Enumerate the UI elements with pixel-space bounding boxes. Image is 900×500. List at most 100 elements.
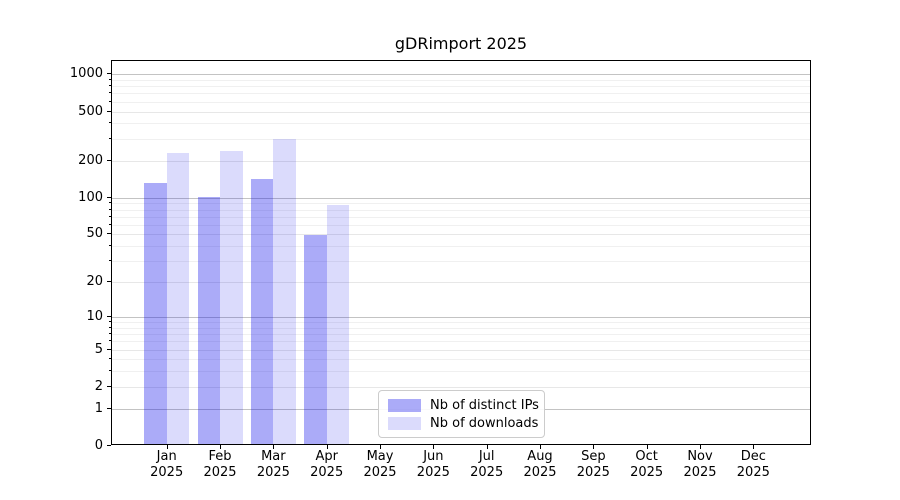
- y-minor-tick-mark: [109, 245, 111, 247]
- bar-jan-downloads: [166, 153, 190, 444]
- bar-jan-distinct-ips: [144, 182, 167, 444]
- gridline-y-10: [112, 316, 810, 318]
- y-tick-mark: [107, 445, 111, 446]
- y-tick-label: 1: [94, 400, 103, 416]
- x-tick-mark: [220, 445, 222, 449]
- gridline-y-70: [112, 216, 810, 218]
- gridline-y-6: [112, 341, 810, 343]
- y-minor-tick-mark: [109, 100, 111, 102]
- y-tick-mark: [107, 73, 111, 75]
- y-tick-label: 5: [94, 341, 103, 357]
- gridline-y-200: [112, 160, 810, 162]
- y-minor-tick-mark: [109, 122, 111, 124]
- y-tick-mark: [107, 281, 111, 283]
- gridline-y-80: [112, 209, 810, 211]
- bar-apr-distinct-ips: [304, 234, 327, 444]
- x-tick-mark: [646, 445, 648, 449]
- y-tick-label: 20: [86, 274, 103, 290]
- gridline-y-4: [112, 359, 810, 361]
- y-tick-label: 0: [94, 438, 103, 453]
- gridline-y-500: [112, 111, 810, 113]
- legend-label: Nb of distinct IPs: [430, 397, 539, 413]
- x-tick-mark: [166, 445, 168, 449]
- x-tick-label: Aug 2025: [523, 449, 557, 480]
- y-minor-tick-mark: [109, 340, 111, 342]
- y-tick-label: 100: [78, 189, 103, 205]
- x-tick-label: Dec 2025: [736, 449, 770, 480]
- y-minor-tick-mark: [109, 137, 111, 139]
- y-tick-label: 50: [86, 226, 103, 242]
- bar-apr-downloads: [326, 205, 350, 444]
- y-tick-mark: [107, 159, 111, 161]
- legend: Nb of distinct IPs Nb of downloads: [378, 390, 545, 438]
- chart-title: gDRimport 2025: [394, 34, 528, 53]
- x-tick-mark: [593, 445, 595, 449]
- y-tick-label: 2: [94, 378, 103, 394]
- x-tick-mark: [700, 445, 701, 449]
- x-tick-label: Oct 2025: [630, 449, 664, 480]
- x-tick-mark: [326, 445, 328, 449]
- bar-mar-distinct-ips: [250, 178, 274, 444]
- x-tick-mark: [380, 445, 382, 449]
- legend-swatch-distinct-ips: [388, 398, 421, 412]
- x-tick-mark: [433, 445, 435, 449]
- y-minor-tick-mark: [109, 223, 111, 225]
- x-tick-label: Mar 2025: [256, 449, 290, 480]
- x-tick-label: Jan 2025: [150, 449, 184, 480]
- legend-row-downloads: Nb of downloads: [388, 414, 539, 432]
- y-tick-mark: [107, 315, 111, 317]
- gridline-y-5: [112, 349, 810, 351]
- gridline-y-600: [112, 101, 810, 103]
- gridline-y-3: [112, 371, 810, 373]
- y-minor-tick-mark: [109, 358, 111, 360]
- gridline-y-9: [112, 322, 810, 324]
- y-tick-mark: [107, 196, 111, 198]
- bar-feb-downloads: [220, 151, 243, 444]
- y-tick-label: 1000: [69, 66, 103, 82]
- gridline-y-300: [112, 138, 810, 140]
- gridline-y-7: [112, 334, 810, 336]
- y-minor-tick-mark: [109, 333, 111, 335]
- y-tick-label: 10: [86, 308, 103, 324]
- y-minor-tick-mark: [109, 215, 111, 217]
- legend-swatch-downloads: [388, 416, 421, 430]
- y-minor-tick-mark: [109, 78, 111, 80]
- legend-row-distinct-ips: Nb of distinct IPs: [388, 396, 539, 414]
- gridline-y-8: [112, 327, 810, 329]
- gridline-y-20: [112, 282, 810, 284]
- gridline-y-100: [112, 197, 810, 199]
- y-minor-tick-mark: [109, 326, 111, 328]
- gridline-y-900: [112, 79, 810, 81]
- gridline-y-50: [112, 234, 810, 236]
- x-tick-label: Feb 2025: [203, 449, 237, 480]
- legend-label: Nb of downloads: [430, 415, 539, 431]
- plot-area: [111, 60, 811, 445]
- y-minor-tick-mark: [109, 85, 111, 87]
- y-tick-mark: [107, 407, 111, 409]
- x-tick-label: Nov 2025: [683, 449, 717, 480]
- y-minor-tick-mark: [109, 260, 111, 262]
- x-tick-mark: [486, 445, 488, 449]
- x-tick-mark: [753, 445, 755, 449]
- y-tick-mark: [107, 110, 111, 112]
- bar-feb-distinct-ips: [197, 196, 221, 444]
- y-tick-label: 500: [78, 103, 103, 119]
- gridline-y-2: [112, 386, 810, 388]
- y-minor-tick-mark: [109, 370, 111, 372]
- gridline-y-30: [112, 261, 810, 263]
- y-minor-tick-mark: [109, 208, 111, 210]
- x-tick-label: Jul 2025: [470, 449, 504, 480]
- x-tick-mark: [540, 445, 541, 449]
- y-minor-tick-mark: [109, 202, 111, 204]
- gridline-y-700: [112, 93, 810, 95]
- y-tick-label: 200: [78, 152, 103, 168]
- x-tick-label: Jun 2025: [416, 449, 450, 480]
- x-tick-label: May 2025: [363, 449, 397, 480]
- y-tick-mark: [107, 385, 111, 387]
- y-minor-tick-mark: [109, 321, 111, 323]
- y-tick-mark: [107, 233, 111, 235]
- y-tick-mark: [107, 348, 111, 350]
- y-minor-tick-mark: [109, 92, 111, 94]
- gridline-y-800: [112, 86, 810, 88]
